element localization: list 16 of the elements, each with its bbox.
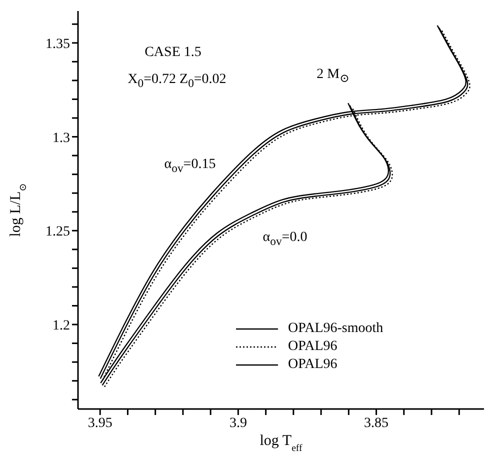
- y-tick-label: 1.3: [52, 130, 70, 146]
- annotation: 2 M$_{⊙}$: [316, 67, 350, 85]
- annotation: α$_{ov}$=0.15: [164, 157, 216, 175]
- x-tick-label: 3.95: [88, 416, 112, 431]
- y-tick-label: 1.25: [46, 224, 70, 240]
- y-tick-label: 1.2: [52, 318, 70, 334]
- annotation: CASE 1.5: [144, 45, 202, 60]
- annotation: α$_{ov}$=0.0: [262, 230, 308, 248]
- legend-label: OPAL96: [288, 339, 338, 355]
- x-tick-label: 3.85: [364, 416, 389, 431]
- annotation: X$_{0}$=0.72 Z$_{0}$=0.02: [128, 72, 226, 90]
- legend-label: OPAL96: [288, 357, 338, 373]
- legend-label: OPAL96-smooth: [288, 321, 384, 337]
- x-tick-label: 3.9: [229, 416, 247, 431]
- x-axis-title: log T$_{eff}$: [260, 433, 303, 454]
- y-tick-label: 1.35: [46, 36, 70, 52]
